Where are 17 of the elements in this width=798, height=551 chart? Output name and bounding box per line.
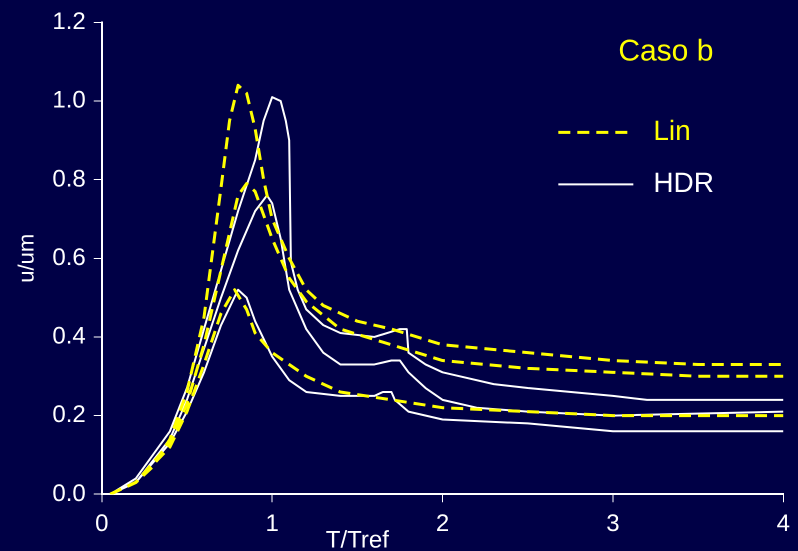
legend-label: Lin: [653, 115, 691, 146]
x-tick-label: 3: [606, 510, 620, 538]
y-axis-title: u/um: [13, 234, 38, 283]
legend-label: HDR: [653, 167, 714, 198]
y-tick-label: 0.6: [52, 244, 86, 271]
x-tick-label: 1: [265, 510, 279, 538]
y-tick-label: 0.0: [52, 480, 86, 507]
y-tick-label: 0.2: [52, 401, 86, 428]
legend-title: Caso b: [618, 34, 714, 68]
y-tick-label: 0.8: [52, 165, 86, 192]
x-tick-label: 2: [436, 510, 450, 538]
y-tick-label: 1.0: [52, 86, 86, 114]
y-tick-label: 0.4: [52, 322, 86, 350]
x-tick-label: 0: [95, 510, 108, 538]
y-tick-label: 1.2: [52, 8, 86, 36]
x-tick-label: 4: [776, 510, 790, 538]
x-axis-title: T/Tref: [326, 526, 390, 551]
